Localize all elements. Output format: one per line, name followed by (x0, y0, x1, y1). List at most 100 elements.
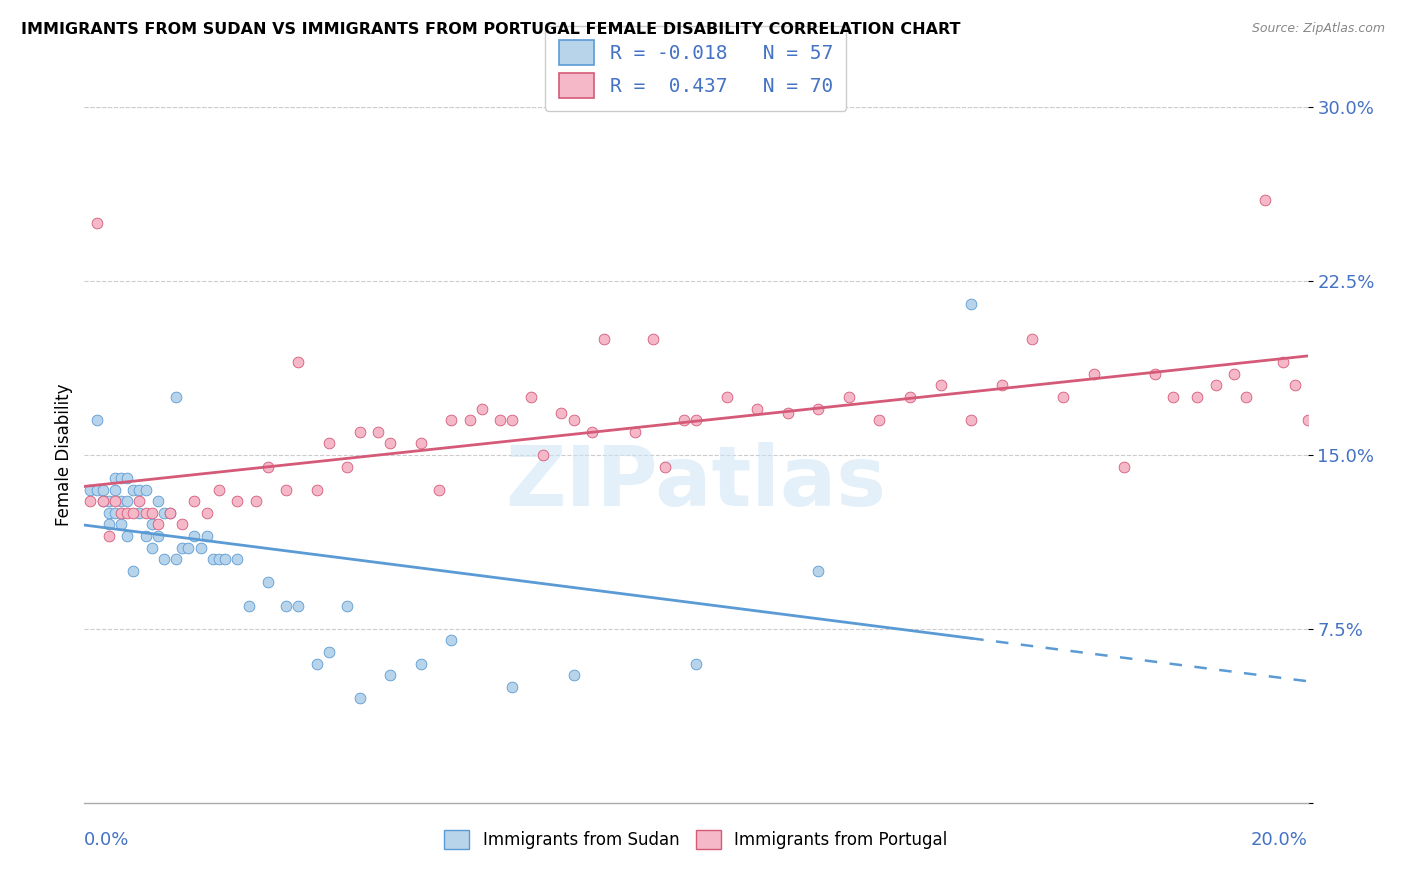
Point (685, 413, 707, 427)
Point (257, 575, 280, 590)
Point (153, 552, 176, 566)
Point (172, 541, 194, 555)
Point (141, 517, 163, 532)
Point (97, 506, 120, 520)
Point (643, 332, 665, 346)
Point (276, 599, 298, 613)
Point (807, 401, 830, 416)
Point (146, 517, 169, 532)
Point (91, 494, 114, 508)
Point (349, 425, 371, 439)
Point (776, 406, 799, 420)
Point (190, 541, 212, 555)
Text: ZIPatlas: ZIPatlas (506, 442, 886, 524)
Point (115, 471, 138, 485)
Point (1021, 332, 1043, 346)
Point (201, 552, 224, 566)
Point (177, 541, 200, 555)
Text: IMMIGRANTS FROM SUDAN VS IMMIGRANTS FROM PORTUGAL FEMALE DISABILITY CORRELATION : IMMIGRANTS FROM SUDAN VS IMMIGRANTS FROM… (21, 22, 960, 37)
Point (1143, 367, 1166, 381)
Point (226, 552, 249, 566)
Y-axis label: Female Disability: Female Disability (55, 384, 73, 526)
Point (110, 506, 132, 520)
Point (195, 529, 218, 543)
Point (305, 483, 328, 497)
Point (440, 413, 463, 427)
Point (1083, 367, 1105, 381)
Point (1272, 355, 1295, 369)
Legend: Immigrants from Sudan, Immigrants from Portugal: Immigrants from Sudan, Immigrants from P… (436, 822, 956, 857)
Point (427, 483, 450, 497)
Point (1161, 390, 1184, 404)
Point (1052, 390, 1074, 404)
Point (238, 599, 260, 613)
Point (104, 506, 127, 520)
Point (86, 216, 108, 230)
Point (869, 413, 891, 427)
Point (562, 413, 585, 427)
Point (624, 425, 647, 439)
Point (287, 355, 309, 369)
Point (91, 494, 114, 508)
Point (141, 506, 163, 520)
Point (128, 483, 150, 497)
Point (104, 471, 127, 485)
Point (122, 483, 145, 497)
Point (685, 657, 707, 671)
Point (1223, 367, 1246, 381)
Point (159, 506, 181, 520)
Point (135, 529, 157, 543)
Point (562, 668, 585, 682)
Point (349, 691, 371, 706)
Point (593, 332, 616, 346)
Point (165, 552, 187, 566)
Point (716, 390, 738, 404)
Point (245, 494, 267, 508)
Point (1254, 193, 1277, 207)
Point (380, 668, 402, 682)
Point (110, 471, 132, 485)
Point (502, 680, 524, 694)
Point (97, 517, 120, 532)
Point (172, 517, 194, 532)
Point (110, 517, 132, 532)
Point (929, 378, 952, 392)
Point (581, 425, 603, 439)
Point (471, 401, 494, 416)
Point (91, 483, 114, 497)
Point (104, 494, 127, 508)
Point (79, 483, 101, 497)
Point (97, 529, 120, 543)
Point (115, 529, 138, 543)
Point (380, 436, 402, 450)
Point (86, 413, 108, 427)
Point (135, 506, 157, 520)
Point (79, 494, 101, 508)
Point (128, 506, 150, 520)
Point (654, 459, 676, 474)
Point (276, 483, 298, 497)
Point (550, 406, 572, 420)
Point (165, 390, 187, 404)
Point (1114, 459, 1136, 474)
Point (960, 297, 983, 311)
Point (502, 413, 524, 427)
Point (146, 529, 169, 543)
Point (409, 436, 432, 450)
Point (520, 390, 543, 404)
Point (747, 401, 769, 416)
Text: Source: ZipAtlas.com: Source: ZipAtlas.com (1251, 22, 1385, 36)
Point (159, 506, 181, 520)
Point (960, 413, 983, 427)
Point (531, 448, 554, 462)
Point (226, 494, 249, 508)
Point (1284, 378, 1306, 392)
Point (257, 459, 280, 474)
Point (97, 494, 120, 508)
Point (1187, 390, 1209, 404)
Point (367, 425, 389, 439)
Point (807, 564, 830, 578)
Text: 20.0%: 20.0% (1251, 830, 1308, 848)
Point (214, 552, 236, 566)
Point (128, 494, 150, 508)
